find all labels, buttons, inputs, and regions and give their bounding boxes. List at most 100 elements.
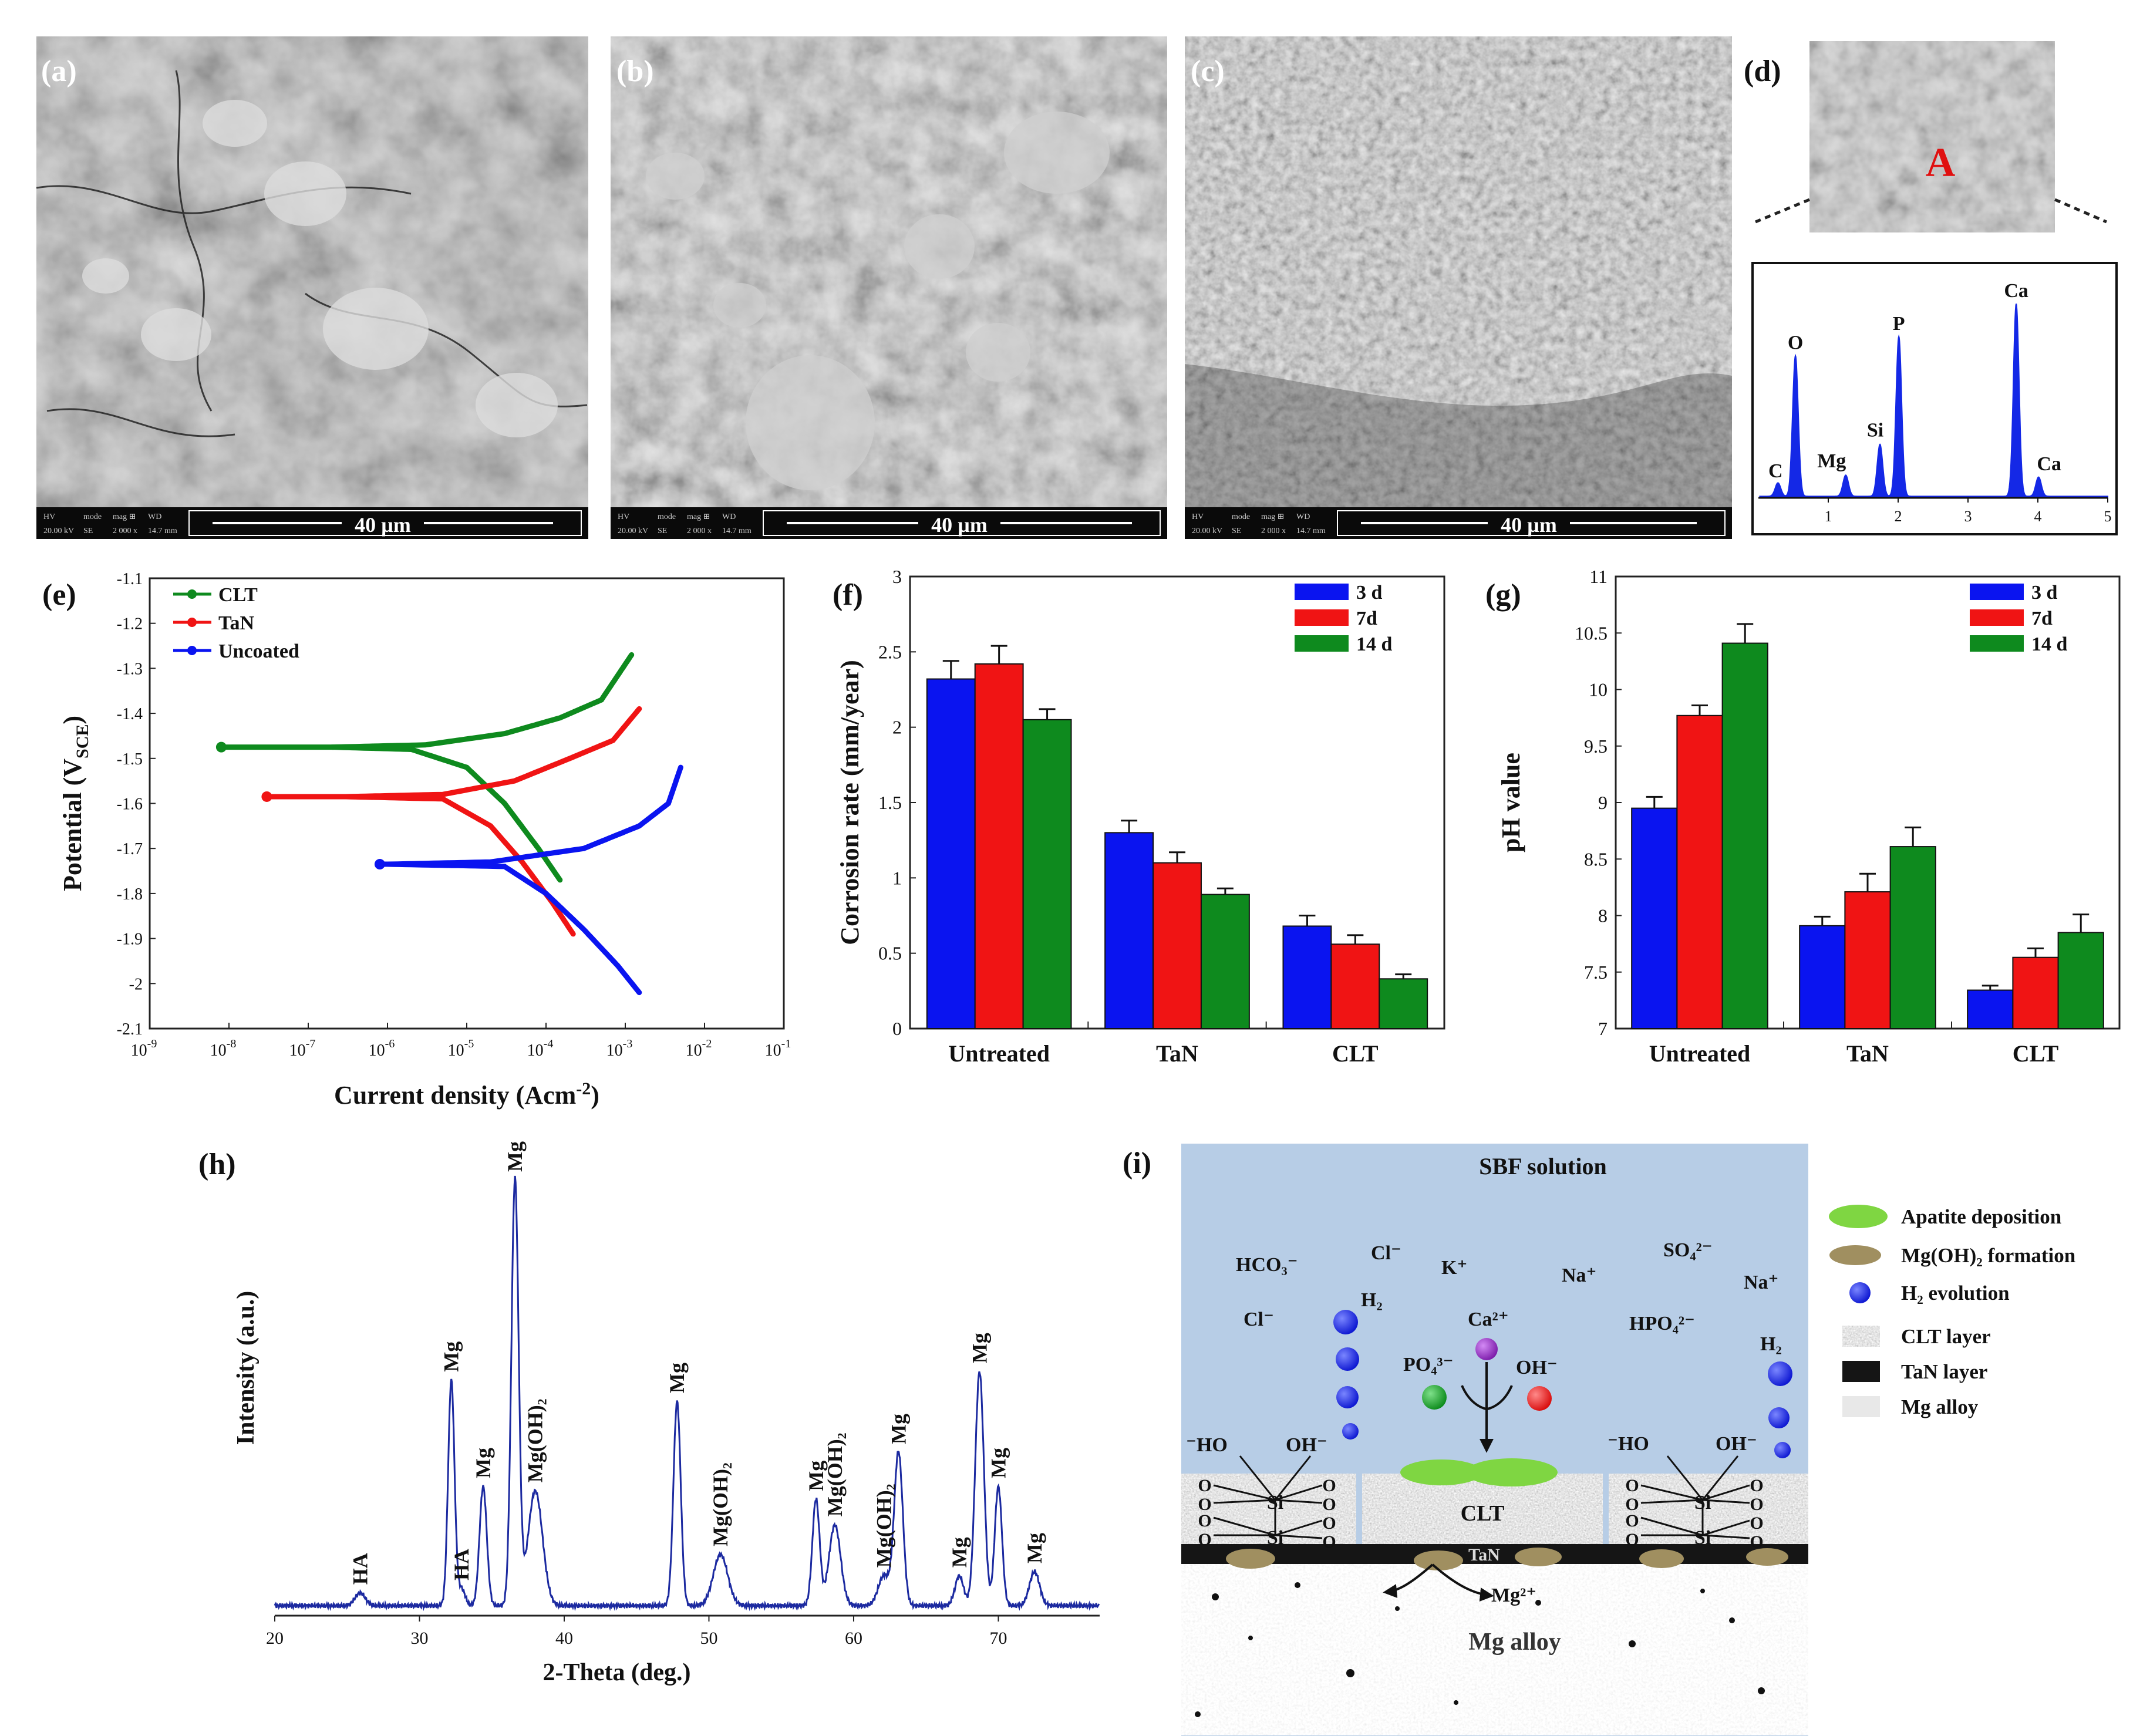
x-tick-exponent: -7 xyxy=(306,1037,316,1050)
bond xyxy=(1640,1499,1703,1504)
category-label: TaN xyxy=(1156,1040,1198,1067)
panel-labels: (a) (b) (c) (d) (e) (f) (g) (h) (i) xyxy=(41,55,1781,1181)
x-tick-label: 10-7 xyxy=(289,1037,316,1060)
x-axis-label-end: ) xyxy=(591,1081,599,1110)
y-tick-label: 11 xyxy=(1589,566,1608,587)
bar xyxy=(2012,956,2059,1029)
eds-peak-label: Ca xyxy=(2037,453,2061,475)
sem-info-header: mag ⊞ xyxy=(1261,513,1284,521)
y-tick-label: 8.5 xyxy=(1584,848,1608,869)
x-tick-label: 10-5 xyxy=(448,1037,474,1060)
x-tick-base: 10 xyxy=(606,1041,623,1060)
bond xyxy=(1275,1484,1323,1501)
y-tick-label: 9.5 xyxy=(1584,736,1608,757)
x-tick-exponent: -5 xyxy=(464,1037,474,1050)
eds-x-tick-label: 3 xyxy=(1964,508,1972,525)
sem-panel-d-inset: A xyxy=(1755,41,2107,232)
panel-label-a: (a) xyxy=(41,55,77,88)
x-tick-label: 10-6 xyxy=(369,1037,395,1060)
sem-info-value: 2 000 x xyxy=(1261,527,1286,535)
bond xyxy=(1701,1455,1739,1501)
xrd-peak-label: Mg(OH)₂ xyxy=(709,1462,732,1546)
sem-info-header: HV xyxy=(43,513,55,521)
legend-label: Mg alloy xyxy=(1901,1395,1979,1418)
si-atom: Si xyxy=(1267,1527,1283,1549)
ion-label-h2b: H₂ xyxy=(1760,1333,1782,1355)
ion-label-k: K⁺ xyxy=(1441,1257,1467,1279)
eds-peak-label: Mg xyxy=(1817,450,1846,472)
apatite-deposit xyxy=(1400,1458,1558,1486)
eds-spot-label: A xyxy=(1926,140,1956,186)
category-label: CLT xyxy=(2013,1040,2059,1067)
bond xyxy=(1275,1534,1323,1539)
bond xyxy=(1666,1455,1704,1501)
x-tick-label: 10-4 xyxy=(527,1037,554,1060)
ion-balls xyxy=(1422,1338,1552,1411)
o-atom: O xyxy=(1750,1513,1763,1533)
legend-label: 3 d xyxy=(1356,582,1383,604)
scale-bar-box xyxy=(1337,510,1726,536)
ion-label-po4: PO₄³⁻ xyxy=(1403,1354,1454,1376)
bar xyxy=(1844,891,1891,1029)
sem-info-header: mode xyxy=(1232,513,1250,521)
o-atom: O xyxy=(1198,1530,1211,1549)
y-tick-label: -1.3 xyxy=(117,660,143,678)
bond xyxy=(1702,1499,1750,1504)
y-axis-label-end: ) xyxy=(58,716,87,724)
panel-label-c: (c) xyxy=(1191,55,1225,88)
scale-bar-label-bg xyxy=(342,512,424,534)
o-atom: O xyxy=(1625,1476,1639,1495)
xrd-peak-label: Mg xyxy=(948,1537,971,1568)
panel-label-h: (h) xyxy=(198,1148,236,1181)
bar xyxy=(1676,714,1723,1029)
x-tick-exponent: -9 xyxy=(147,1037,157,1050)
o-atom: O xyxy=(1625,1530,1639,1549)
bar xyxy=(1889,846,1936,1029)
sem-info-value: 14.7 mm xyxy=(148,527,177,535)
tan-swatch-icon xyxy=(1842,1361,1880,1382)
o-atom: O xyxy=(1322,1532,1336,1552)
o-atom: O xyxy=(1625,1495,1639,1514)
sem-panel-c xyxy=(1185,36,1732,518)
sem-info-header: mag ⊞ xyxy=(113,513,136,521)
x-axis-label-sup: -2 xyxy=(576,1079,591,1098)
ion-label-oh-r: OH⁻ xyxy=(1716,1433,1757,1455)
y-tick-label: -1.5 xyxy=(117,750,143,768)
o-atom: O xyxy=(1322,1513,1336,1533)
legend-label: CLT xyxy=(218,584,258,606)
eds-spectrum-chart: 1 2 3 4 5 C O Mg Si P Ca Ca xyxy=(1751,262,2118,535)
category-label: Untreated xyxy=(948,1040,1050,1067)
x-tick-label: 10-3 xyxy=(606,1037,633,1060)
legend-label: TaN xyxy=(218,612,255,634)
panel-label-b: (b) xyxy=(616,55,654,88)
ion-label-oh: OH⁻ xyxy=(1516,1357,1558,1378)
xrd-peak-label: Mg xyxy=(968,1333,991,1363)
cathodic-branch xyxy=(329,744,563,883)
ion-label-na2: Na⁺ xyxy=(1744,1272,1779,1293)
schematic-panel: SBF solution TaN CLT Mg alloy SiSiOOOOOO… xyxy=(1181,1144,2075,1736)
sem-info-value: 2 000 x xyxy=(687,527,712,535)
scale-bar-label: 40 µm xyxy=(931,513,988,537)
anodic-branch xyxy=(218,652,635,750)
y-tick-label: -1.6 xyxy=(117,795,143,814)
series-clt xyxy=(215,652,635,883)
eds-peak-label: P xyxy=(1893,313,1905,335)
anodic-branch xyxy=(264,706,642,800)
ion-label-oh-l: OH⁻ xyxy=(1286,1434,1327,1456)
y-tick-label: 7 xyxy=(1598,1018,1608,1039)
start-marker xyxy=(261,791,272,802)
start-marker xyxy=(374,859,385,870)
bar xyxy=(1104,832,1154,1030)
x-tick-base: 10 xyxy=(210,1041,227,1060)
o-atom: O xyxy=(1322,1495,1336,1514)
y-tick-label: -1.9 xyxy=(117,931,143,949)
x-tick-base: 10 xyxy=(289,1041,306,1060)
bond xyxy=(1640,1484,1703,1501)
bond xyxy=(1275,1499,1323,1504)
legend-swatch xyxy=(1970,609,2024,626)
bond xyxy=(1702,1534,1750,1539)
xrd-peak-label: Mg xyxy=(440,1341,463,1372)
y-tick-label: 8 xyxy=(1598,905,1608,926)
series-tan xyxy=(261,706,642,937)
y-axis-label-sub: SCE xyxy=(73,724,92,759)
